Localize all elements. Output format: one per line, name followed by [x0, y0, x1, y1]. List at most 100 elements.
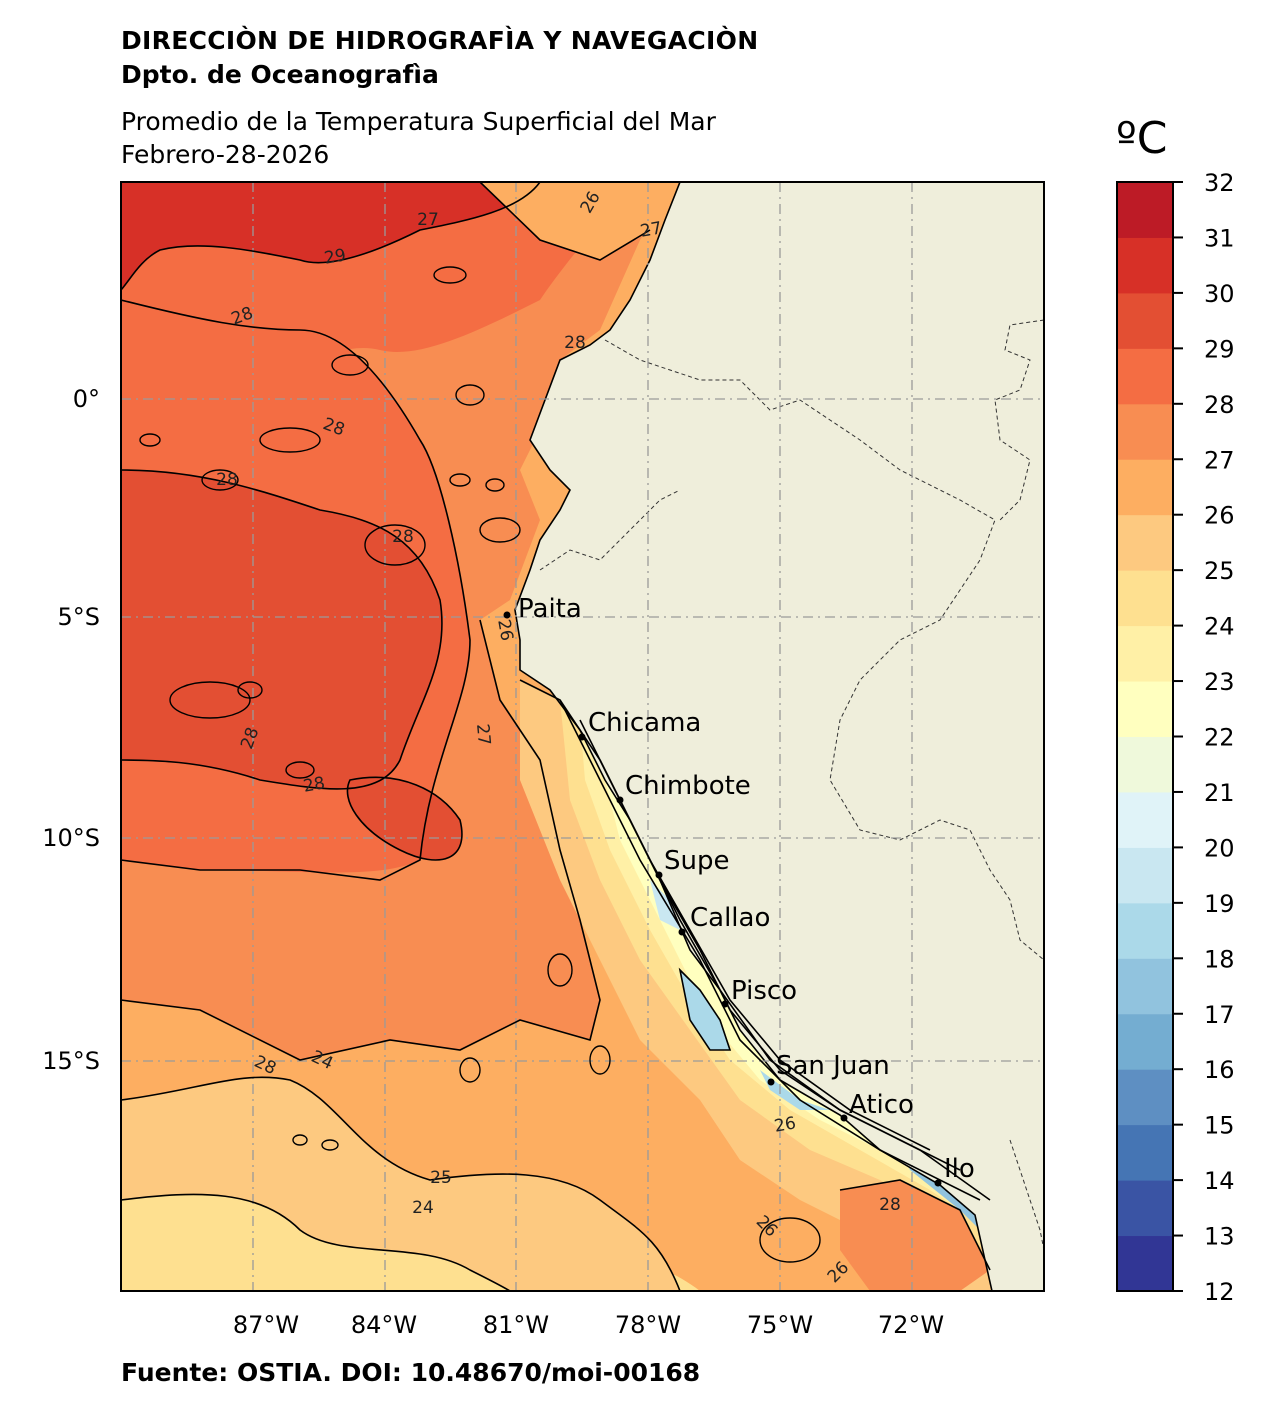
- latitude-label: 5°S: [57, 603, 100, 631]
- city-label: Paita: [518, 594, 582, 624]
- graticule: [121, 182, 1044, 1291]
- colorbar-tick-label: 16: [1204, 1056, 1235, 1084]
- colorbar-tick-label: 32: [1204, 169, 1235, 197]
- contour-label: 28: [392, 527, 414, 547]
- longitude-label: 72°W: [878, 1311, 944, 1339]
- sst-pisco-cold: [680, 970, 730, 1050]
- colorbar-swatch: [1117, 1180, 1173, 1237]
- contour-label: 25: [430, 1168, 452, 1188]
- sst-sanjuan-cold: [760, 1070, 830, 1110]
- colorbar-swatch: [1117, 1069, 1173, 1126]
- latitude-label: 15°S: [42, 1047, 100, 1075]
- longitude-label: 81°W: [483, 1311, 549, 1339]
- city-label: Pisco: [731, 976, 797, 1006]
- contour-label: 28: [216, 470, 238, 490]
- colorbar-swatch: [1117, 182, 1173, 238]
- city-label: Callao: [690, 903, 770, 933]
- colorbar-swatch: [1117, 681, 1173, 737]
- longitude-label: 75°W: [747, 1311, 813, 1339]
- city-label: San Juan: [776, 1051, 890, 1081]
- city-marker: [616, 796, 624, 804]
- contour-label: 29: [323, 245, 348, 268]
- colorbar-tick-label: 22: [1204, 724, 1235, 752]
- map-frame: [120, 181, 1045, 1292]
- colorbar-tick-label: 18: [1204, 945, 1235, 973]
- colorbar-tick-label: 28: [1204, 391, 1235, 419]
- colorbar-tick-label: 31: [1204, 224, 1235, 252]
- longitude-label: 84°W: [351, 1311, 417, 1339]
- colorbar-swatch: [1117, 1013, 1173, 1070]
- colorbar-tick-label: 15: [1204, 1112, 1235, 1140]
- colorbar-tick-label: 21: [1204, 779, 1235, 807]
- contour-label: 28: [302, 773, 327, 796]
- city-label: Chimbote: [625, 771, 751, 801]
- colorbar-swatch: [1117, 570, 1173, 627]
- contour-islands: [139, 266, 821, 1263]
- colorbar-tick-label: 13: [1204, 1223, 1235, 1251]
- sst-band-29: [121, 470, 442, 789]
- sst-south-27: [840, 1180, 990, 1291]
- colorbar-swatch: [1117, 514, 1173, 571]
- colorbar-tick-label: 27: [1204, 446, 1235, 474]
- contour-label: 27: [472, 723, 494, 746]
- latitude-label: 0°: [73, 385, 100, 413]
- colorbar-tick-label: 17: [1204, 1001, 1235, 1029]
- contour-label: 27: [417, 210, 439, 230]
- city-label: Ilo: [944, 1154, 975, 1184]
- city-marker: [721, 1000, 729, 1008]
- colorbar-tick-label: 25: [1204, 557, 1235, 585]
- contour-label: 27: [639, 218, 664, 241]
- contour-label: 28: [564, 333, 586, 353]
- colorbar-swatch: [1117, 736, 1173, 793]
- colorbar-swatch: [1117, 1124, 1173, 1181]
- colorbar-swatch: [1117, 237, 1173, 294]
- colorbar-tick-label: 30: [1204, 280, 1235, 308]
- city-label: Chicama: [588, 708, 701, 738]
- city-label: Atico: [849, 1090, 914, 1120]
- coastline: [514, 182, 993, 1291]
- contour-lines: [121, 182, 991, 1291]
- colorbar-tick-label: 23: [1204, 668, 1235, 696]
- colorbar-swatch: [1117, 791, 1173, 848]
- sst-field: [121, 182, 1044, 1291]
- colorbar-tick-label: 14: [1204, 1167, 1235, 1195]
- colorbar-swatch: [1117, 403, 1173, 460]
- longitude-label: 78°W: [615, 1311, 681, 1339]
- longitude-label: 87°W: [233, 1311, 299, 1339]
- colorbar-tick-label: 24: [1204, 613, 1235, 641]
- city-marker: [655, 871, 663, 879]
- colorbar-tick-label: 29: [1204, 335, 1235, 363]
- city-marker: [840, 1114, 848, 1122]
- longitude-labels: 87°W 84°W 81°W 78°W 75°W 72°W: [233, 1311, 944, 1339]
- colorbar-swatch: [1117, 847, 1173, 904]
- map-date: Febrero-28-2026: [121, 140, 330, 169]
- sst-band-30: [121, 182, 540, 290]
- colorbar-swatch: [1117, 902, 1173, 959]
- colorbar-swatch: [1117, 1235, 1173, 1292]
- source-footer: Fuente: OSTIA. DOI: 10.48670/moi-00168: [121, 1358, 701, 1387]
- colorbar-swatch: [1117, 459, 1173, 516]
- colorbar-tick-label: 20: [1204, 834, 1235, 862]
- sst-patch-29: [347, 777, 462, 860]
- contour-label: 26: [493, 618, 516, 643]
- colorbar-swatch: [1117, 292, 1173, 349]
- city-marker: [767, 1078, 775, 1086]
- colorbar-swatch: [1117, 958, 1173, 1015]
- organization-title: DIRECCIÒN DE HIDROGRAFÌA Y NAVEGACIÒN: [121, 26, 759, 55]
- latitude-label: 10°S: [42, 824, 100, 852]
- sst-band-24b: [121, 1194, 510, 1291]
- contour-label: 24: [412, 1198, 434, 1218]
- city-markers: Paita Chicama Chimbote Supe Callao Pisco San J…: [503, 594, 975, 1187]
- contour-label: 26: [773, 1113, 798, 1136]
- latitude-labels: 0° 5°S 10°S 15°S: [42, 385, 100, 1075]
- sst-patch-26: [480, 182, 680, 260]
- map-title: Promedio de la Temperatura Superficial d…: [121, 107, 716, 136]
- department-title: Dpto. de Oceanografìa: [121, 60, 439, 89]
- city-marker: [578, 733, 586, 741]
- colorbar-tick-label: 26: [1204, 502, 1235, 530]
- ecuador-border: [539, 489, 681, 571]
- colorbar-swatch: [1117, 625, 1173, 682]
- city-marker: [934, 1179, 942, 1187]
- colorbar-unit: ºC: [1116, 113, 1168, 164]
